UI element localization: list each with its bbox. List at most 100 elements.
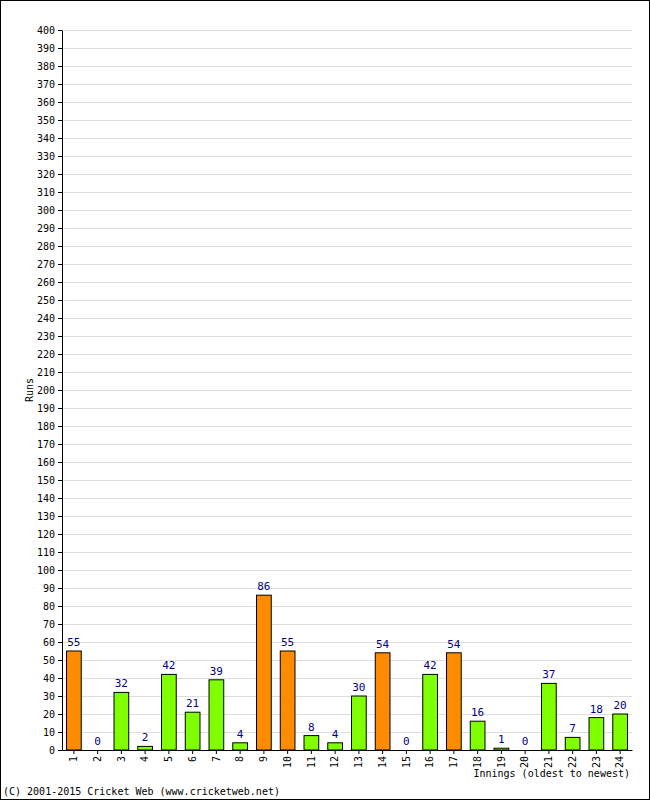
y-tick-mark <box>58 354 62 355</box>
y-tick-label: 170 <box>37 439 55 450</box>
grid-line <box>62 408 632 409</box>
x-tick-label: 20 <box>519 756 530 768</box>
x-tick-mark <box>311 750 312 754</box>
y-tick: 200 <box>37 385 62 396</box>
y-tick-label: 380 <box>37 61 55 72</box>
y-tick-label: 360 <box>37 97 55 108</box>
bar <box>138 746 153 750</box>
y-tick-mark <box>58 552 62 553</box>
x-tick: 4 <box>139 750 150 762</box>
x-tick: 6 <box>187 750 198 762</box>
y-tick-mark <box>58 678 62 679</box>
y-tick-mark <box>58 588 62 589</box>
y-tick: 370 <box>37 79 62 90</box>
x-tick-label: 19 <box>496 756 507 768</box>
y-tick-label: 400 <box>37 25 55 36</box>
y-tick-label: 20 <box>43 709 55 720</box>
y-tick: 130 <box>37 511 62 522</box>
y-tick-mark <box>58 48 62 49</box>
data-label: 32 <box>115 677 128 690</box>
grid-line <box>62 228 632 229</box>
data-label: 7 <box>569 722 576 735</box>
y-tick-label: 390 <box>37 43 55 54</box>
x-tick-label: 15 <box>401 756 412 768</box>
x-tick: 22 <box>567 750 578 768</box>
y-tick-label: 100 <box>37 565 55 576</box>
x-tick-mark <box>477 750 478 754</box>
data-label: 4 <box>237 728 244 741</box>
grid <box>62 31 632 751</box>
x-tick: 15 <box>401 750 412 768</box>
y-tick: 70 <box>43 619 62 630</box>
x-tick-mark <box>97 750 98 754</box>
x-tick-label: 13 <box>353 756 364 768</box>
x-tick: 16 <box>424 750 435 768</box>
y-tick-mark <box>58 336 62 337</box>
x-tick-mark <box>263 750 264 754</box>
data-label: 86 <box>257 580 270 593</box>
x-tick-mark <box>382 750 383 754</box>
y-tick-mark <box>58 696 62 697</box>
x-tick-label: 7 <box>211 756 222 762</box>
x-tick-label: 1 <box>68 756 79 762</box>
grid-line <box>62 156 632 157</box>
data-label: 54 <box>447 638 461 651</box>
x-tick-label: 18 <box>472 756 483 768</box>
y-tick-mark <box>58 30 62 31</box>
y-tick-mark <box>58 642 62 643</box>
x-tick: 18 <box>472 750 483 768</box>
bar <box>399 750 414 751</box>
grid-line <box>62 48 632 49</box>
y-tick: 280 <box>37 241 62 252</box>
y-tick-mark <box>58 372 62 373</box>
x-tick-mark <box>216 750 217 754</box>
bar <box>589 718 604 750</box>
data-label: 0 <box>522 735 529 748</box>
data-label: 42 <box>424 659 437 672</box>
y-tick-mark <box>58 174 62 175</box>
x-tick: 9 <box>258 750 269 762</box>
y-tick: 180 <box>37 421 62 432</box>
y-tick: 110 <box>37 547 62 558</box>
grid-line <box>62 174 632 175</box>
x-axis: 123456789101112131415161718192021222324 <box>63 750 633 768</box>
bar <box>280 651 295 750</box>
data-label: 0 <box>94 735 101 748</box>
y-tick-label: 50 <box>43 655 55 666</box>
y-tick-label: 220 <box>37 349 55 360</box>
y-tick-mark <box>58 534 62 535</box>
x-tick-mark <box>287 750 288 754</box>
grid-line <box>62 750 632 751</box>
x-tick-label: 10 <box>282 756 293 768</box>
x-tick-mark <box>406 750 407 754</box>
x-tick-mark <box>620 750 621 754</box>
bar <box>209 680 224 750</box>
y-tick-label: 250 <box>37 295 55 306</box>
y-tick-label: 210 <box>37 367 55 378</box>
y-tick-label: 340 <box>37 133 55 144</box>
bar <box>90 750 105 751</box>
x-tick-label: 2 <box>92 756 103 762</box>
x-axis-line <box>63 750 633 751</box>
data-label: 8 <box>308 721 315 734</box>
y-tick: 350 <box>37 115 62 126</box>
x-tick-label: 14 <box>377 756 388 768</box>
y-tick-label: 320 <box>37 169 55 180</box>
y-tick-mark <box>58 390 62 391</box>
x-tick-mark <box>192 750 193 754</box>
y-tick: 150 <box>37 475 62 486</box>
grid-line <box>62 516 632 517</box>
x-tick: 24 <box>614 750 625 768</box>
x-tick-label: 12 <box>329 756 340 768</box>
y-tick: 50 <box>43 655 62 666</box>
y-tick-mark <box>58 408 62 409</box>
y-tick-label: 90 <box>43 583 55 594</box>
y-tick: 340 <box>37 133 62 144</box>
y-tick-mark <box>58 300 62 301</box>
bar <box>328 743 343 750</box>
data-label: 0 <box>403 735 410 748</box>
y-tick-label: 0 <box>49 745 55 756</box>
x-tick-label: 17 <box>448 756 459 768</box>
y-tick-mark <box>58 660 62 661</box>
x-tick-mark <box>240 750 241 754</box>
